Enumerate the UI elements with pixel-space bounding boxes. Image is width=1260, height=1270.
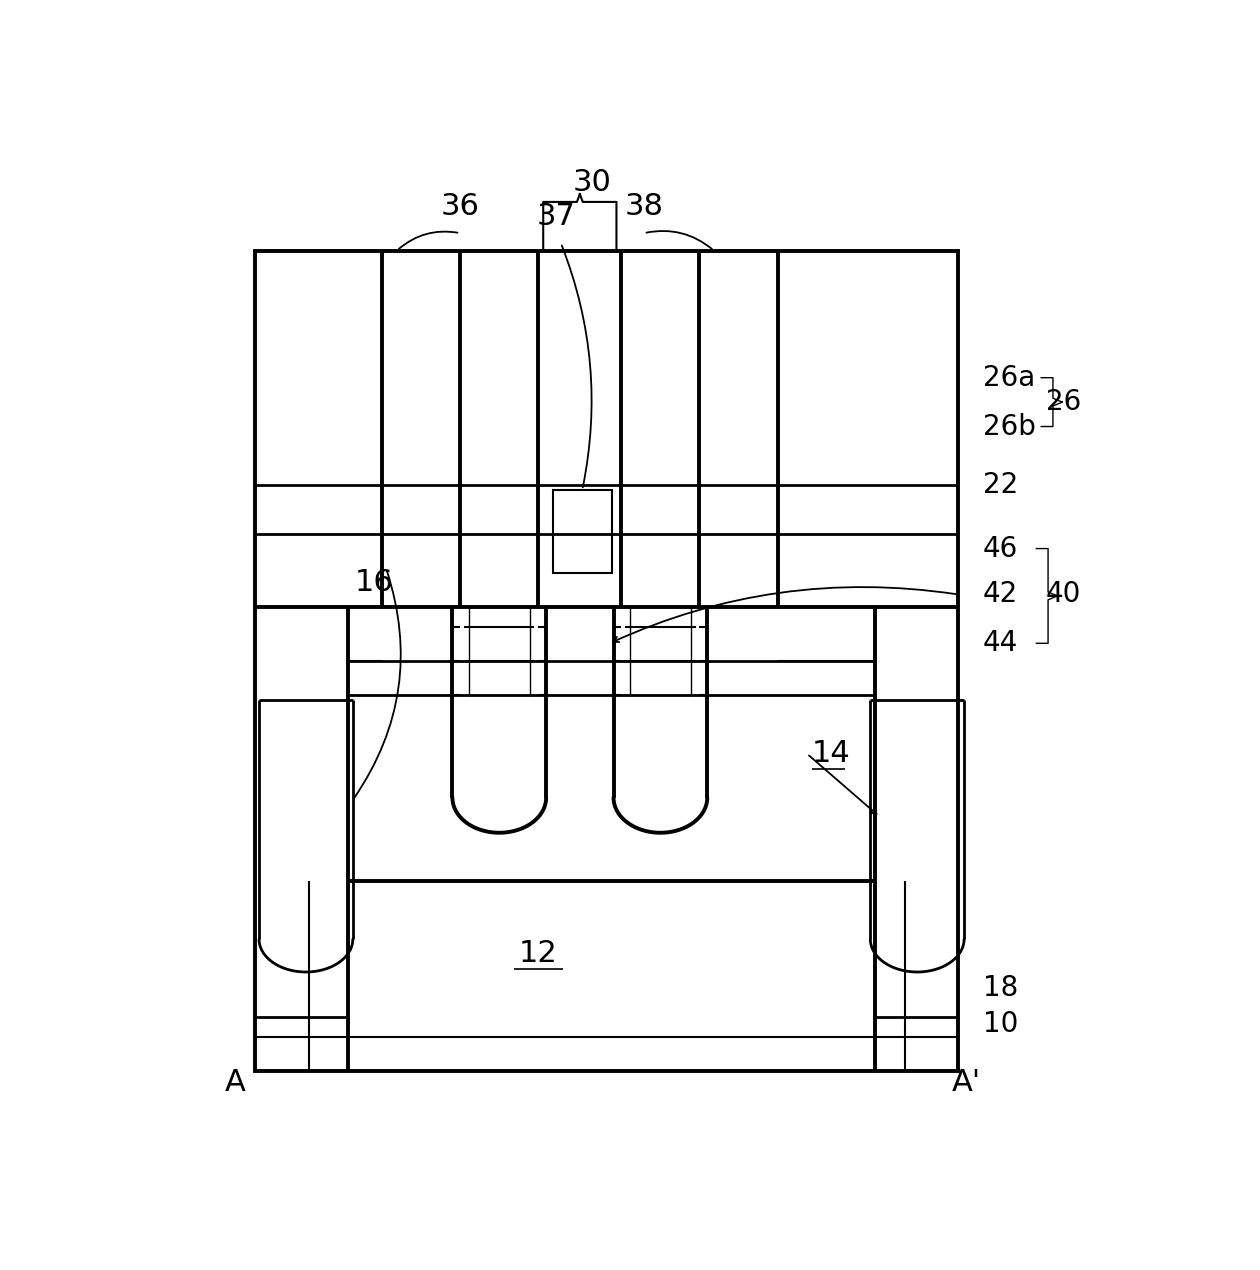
Text: 26b: 26b	[983, 413, 1036, 441]
Text: 40: 40	[1046, 580, 1081, 608]
Text: 18: 18	[983, 974, 1018, 1002]
Text: 14: 14	[811, 739, 851, 768]
Text: 36: 36	[441, 193, 480, 221]
Text: 46: 46	[983, 535, 1018, 563]
Text: 10: 10	[983, 1010, 1018, 1038]
Text: 26: 26	[1046, 389, 1081, 417]
Text: A: A	[226, 1068, 246, 1097]
Text: 30: 30	[572, 168, 611, 197]
Text: 37: 37	[537, 202, 576, 231]
Text: 44: 44	[983, 630, 1018, 658]
Bar	[553, 490, 611, 573]
Text: 38: 38	[624, 193, 663, 221]
Text: 22: 22	[983, 471, 1018, 499]
Text: 16: 16	[355, 568, 393, 597]
Bar	[630, 607, 690, 695]
Text: 42: 42	[983, 580, 1018, 608]
Text: A': A'	[951, 1068, 980, 1097]
Bar	[469, 607, 529, 695]
Bar	[255, 250, 958, 1071]
Text: 26a: 26a	[983, 363, 1034, 391]
Text: 12: 12	[519, 940, 558, 968]
